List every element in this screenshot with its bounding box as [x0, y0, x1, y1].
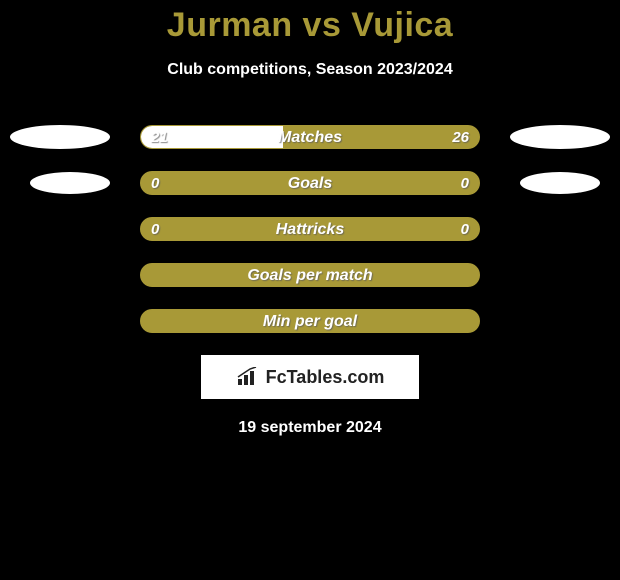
chart-icon	[236, 367, 262, 387]
player-left-marker	[10, 125, 110, 149]
stat-right-value: 0	[461, 172, 469, 195]
stat-rows: 21 Matches 26 0 Goals 0 0 Hattricks 0	[0, 125, 620, 333]
stat-row: Goals per match	[0, 263, 620, 287]
stat-row: Min per goal	[0, 309, 620, 333]
stat-label: Goals per match	[141, 264, 479, 287]
player-right-marker	[520, 172, 600, 194]
stat-right-value: 26	[452, 126, 469, 149]
stat-row: 0 Hattricks 0	[0, 217, 620, 241]
subtitle: Club competitions, Season 2023/2024	[0, 61, 620, 79]
stat-right-value: 0	[461, 218, 469, 241]
stat-label: Goals	[141, 172, 479, 195]
logo-text: FcTables.com	[266, 367, 385, 388]
logo: FcTables.com	[236, 367, 385, 388]
stat-label: Matches	[141, 126, 479, 149]
stat-row: 21 Matches 26	[0, 125, 620, 149]
stat-bar: Min per goal	[140, 309, 480, 333]
comparison-card: Jurman vs Vujica Club competitions, Seas…	[0, 0, 620, 437]
logo-box: FcTables.com	[201, 355, 419, 399]
stat-row: 0 Goals 0	[0, 171, 620, 195]
stat-bar: 0 Goals 0	[140, 171, 480, 195]
stat-bar: Goals per match	[140, 263, 480, 287]
date: 19 september 2024	[0, 419, 620, 437]
player-right-marker	[510, 125, 610, 149]
page-title: Jurman vs Vujica	[0, 6, 620, 45]
stat-bar: 21 Matches 26	[140, 125, 480, 149]
stat-bar: 0 Hattricks 0	[140, 217, 480, 241]
stat-label: Hattricks	[141, 218, 479, 241]
player-left-marker	[30, 172, 110, 194]
stat-label: Min per goal	[141, 310, 479, 333]
